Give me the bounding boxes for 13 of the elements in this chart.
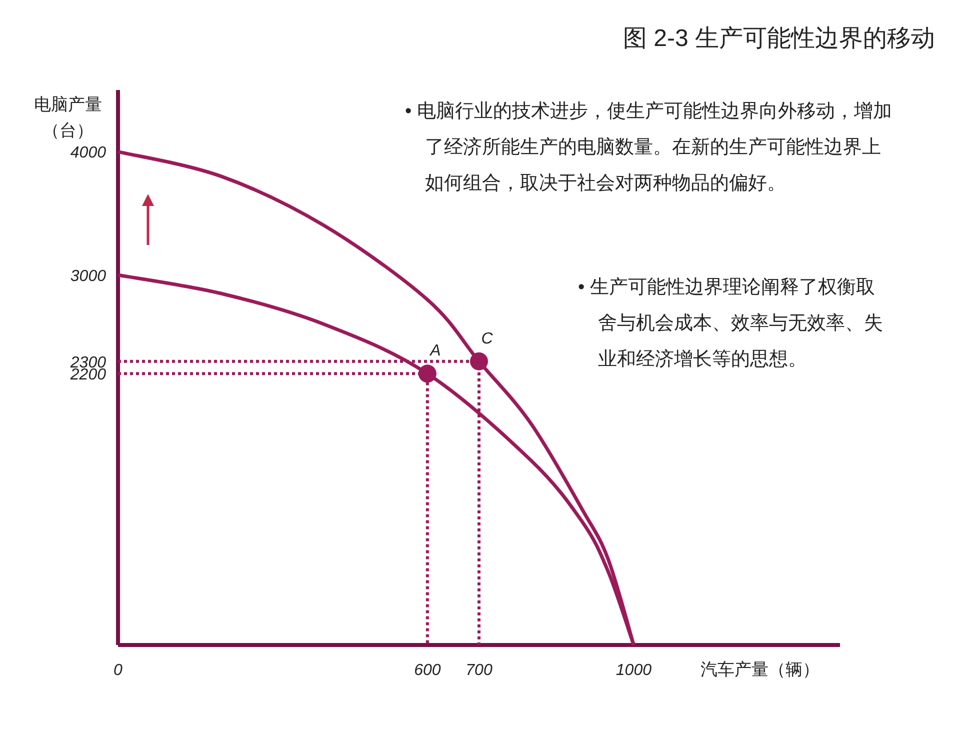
annotation: • 生产可能性边界理论阐释了权衡取舍与机会成本、效率与无效率、失业和经济增长等的思想。 [578, 276, 884, 372]
x-tick-label: 0 [114, 662, 123, 679]
annotation: • 电脑行业的技术进步，使生产可能性边界向外移动，增加了经济所能生产的电脑数量。在新的生产可能性边界上如何组合，取决于社会对两种物品的偏好。 [405, 100, 893, 196]
annotation: A [429, 342, 441, 360]
y-axis-title: 电脑产量（台） [33, 94, 103, 142]
x-axis-title: 汽车产量（辆） [700, 660, 820, 679]
chart-title: 图 2-3 生产可能性边界的移动 [622, 25, 935, 52]
x-tick-label: 600 [414, 662, 441, 679]
x-tick-label: 700 [466, 662, 492, 679]
y-tick-label: 4000 [70, 144, 106, 162]
x-tick-label: 1000 [616, 662, 652, 679]
annotation: C [481, 330, 494, 348]
y-tick-label: 3000 [70, 268, 106, 285]
